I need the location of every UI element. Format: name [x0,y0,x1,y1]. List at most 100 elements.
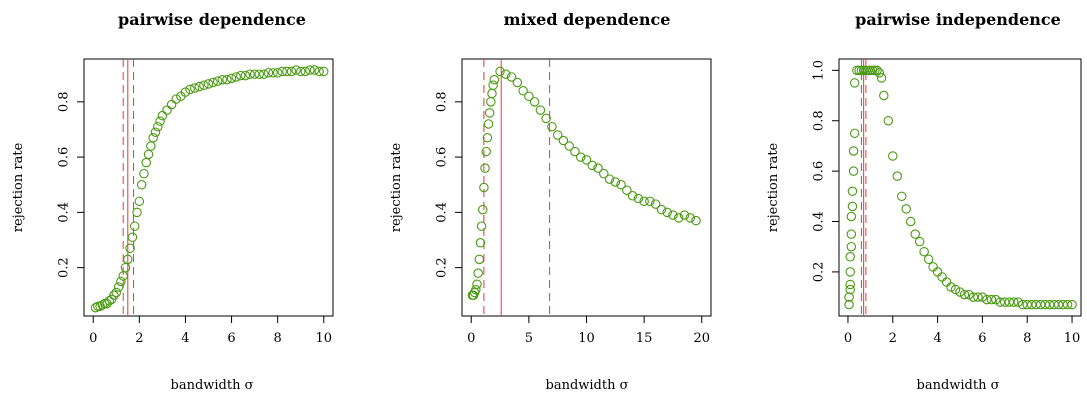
data-point [622,185,632,196]
data-point [236,70,246,81]
data-point [482,133,493,143]
data-point [472,279,482,289]
data-point [132,207,142,218]
data-point [314,66,324,77]
x-tick-label: 10 [578,331,595,346]
data-point [483,119,494,129]
x-axis-label: bandwidth σ [917,378,1000,393]
y-tick-label: 0.2 [57,257,72,278]
data-point [97,300,108,310]
data-point [254,69,264,79]
data-point [905,216,916,227]
x-tick-label: 2 [889,331,897,346]
data-point [473,268,483,278]
data-point [928,262,938,272]
data-point [495,66,505,77]
data-point [973,292,983,302]
data-point [146,141,156,151]
data-point [203,79,214,89]
data-point [691,215,701,226]
data-point [845,252,855,262]
data-point [1009,297,1019,307]
data-point [489,74,500,85]
data-point [171,94,181,104]
x-tick-label: 0 [467,331,475,346]
data-point [846,229,857,239]
x-axis-label: bandwidth σ [171,378,254,393]
data-point [849,128,860,139]
data-point [139,168,149,179]
data-point [616,179,626,190]
data-point [888,151,898,161]
data-point [136,179,147,190]
data-point [685,213,695,223]
data-point [867,65,878,76]
data-point [1040,299,1050,310]
data-point [593,163,603,173]
data-point [858,65,869,76]
data-point [847,201,858,212]
data-point [111,287,122,298]
data-point [484,108,495,118]
x-tick-label: 10 [1064,331,1081,346]
data-point [587,160,598,171]
data-point [166,99,177,110]
data-point [475,238,486,248]
data-point [1053,299,1064,310]
data-point [955,287,965,297]
data-point [300,66,311,77]
data-point [950,284,961,295]
data-point [1026,299,1037,310]
y-axis-label: rejection rate [11,142,26,232]
data-point [291,65,301,75]
y-tick-label: 0.8 [57,91,72,112]
data-point [870,65,880,76]
data-point [249,69,260,79]
y-tick-label: 0.2 [812,262,827,283]
data-point [932,267,943,277]
data-point [123,254,133,265]
data-point [162,105,172,115]
data-point [100,298,110,309]
data-point [231,72,241,82]
data-point [982,294,992,305]
data-point [157,110,168,121]
data-point [845,284,855,295]
data-point [604,174,615,184]
data-point [679,210,690,220]
x-axis-label: bandwidth σ [546,378,629,393]
data-point [487,88,497,99]
data-point [535,105,546,115]
data-point [846,241,857,252]
data-point [639,196,649,207]
data-point [876,73,887,83]
data-point [848,146,859,156]
panel-mixed-dependence: mixed dependence 0 5 10 15 20 0.2 0.4 0.6 0.8 band… [389,10,712,393]
y-tick-label: 0.8 [435,91,450,112]
chart-title: pairwise dependence [118,10,306,29]
data-point [995,297,1006,307]
data-point [656,204,667,215]
data-point [991,294,1001,305]
data-point [109,290,119,301]
chart-title: mixed dependence [504,10,671,29]
data-point [481,146,491,157]
data-point [143,149,154,160]
data-point [848,166,859,176]
data-point [501,69,511,79]
data-point [309,65,320,75]
data-point [645,196,655,207]
x-tick-label: 5 [525,331,533,346]
y-tick-label: 0.6 [812,161,827,182]
y-tick-label: 0.8 [812,110,827,131]
data-point [512,77,523,88]
y-tick-label: 0.6 [57,147,72,168]
data-point [986,294,997,305]
data-point [272,68,283,78]
data-point [856,65,867,76]
x-tick-label: 2 [135,331,143,346]
y-axis-label: rejection rate [389,142,404,232]
y-tick-label: 0.4 [812,211,827,232]
data-point [529,97,540,107]
data-point [120,262,131,273]
